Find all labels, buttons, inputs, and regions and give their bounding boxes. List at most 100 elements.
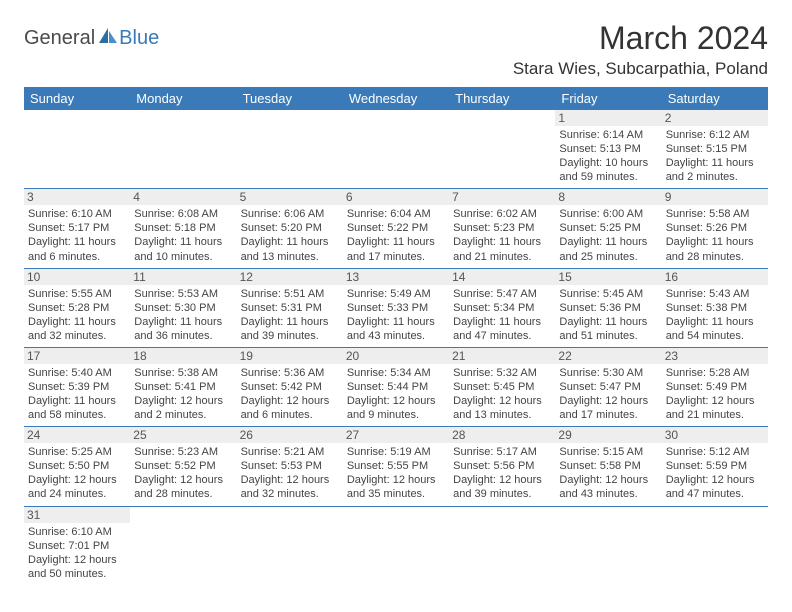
calendar-row: 10Sunrise: 5:55 AMSunset: 5:28 PMDayligh…: [24, 268, 768, 347]
day-number: 25: [130, 427, 236, 443]
calendar-cell: 26Sunrise: 5:21 AMSunset: 5:53 PMDayligh…: [237, 427, 343, 506]
day-detail: Sunrise: 5:21 AMSunset: 5:53 PMDaylight:…: [241, 445, 339, 501]
calendar-cell: 28Sunrise: 5:17 AMSunset: 5:56 PMDayligh…: [449, 427, 555, 506]
day-number: 11: [130, 269, 236, 285]
day-number: 3: [24, 189, 130, 205]
day-number: 14: [449, 269, 555, 285]
day-header: Wednesday: [343, 87, 449, 110]
calendar-cell: [24, 110, 130, 189]
calendar-cell: 10Sunrise: 5:55 AMSunset: 5:28 PMDayligh…: [24, 268, 130, 347]
day-detail: Sunrise: 5:15 AMSunset: 5:58 PMDaylight:…: [559, 445, 657, 501]
calendar-cell: [237, 506, 343, 585]
calendar-cell: 22Sunrise: 5:30 AMSunset: 5:47 PMDayligh…: [555, 347, 661, 426]
calendar-cell: 31 Sunrise: 6:10 AMSunset: 7:01 PMDayligh…: [24, 506, 130, 585]
logo-text-blue: Blue: [119, 27, 159, 50]
calendar-cell: 7Sunrise: 6:02 AMSunset: 5:23 PMDaylight…: [449, 189, 555, 268]
day-detail: Sunrise: 6:06 AMSunset: 5:20 PMDaylight:…: [241, 207, 339, 263]
calendar-cell: [662, 506, 768, 585]
day-detail: Sunrise: 5:34 AMSunset: 5:44 PMDaylight:…: [347, 366, 445, 422]
day-detail: Sunrise: 5:36 AMSunset: 5:42 PMDaylight:…: [241, 366, 339, 422]
day-detail: Sunrise: 6:10 AMSunset: 5:17 PMDaylight:…: [28, 207, 126, 263]
day-detail: Sunrise: 5:32 AMSunset: 5:45 PMDaylight:…: [453, 366, 551, 422]
calendar-cell: 3 Sunrise: 6:10 AMSunset: 5:17 PMDaylight…: [24, 189, 130, 268]
day-number: 15: [555, 269, 661, 285]
day-number: 17: [24, 348, 130, 364]
day-detail: Sunrise: 5:28 AMSunset: 5:49 PMDaylight:…: [666, 366, 764, 422]
calendar-cell: 12 Sunrise: 5:51 AMSunset: 5:31 PMDayligh…: [237, 268, 343, 347]
calendar-cell: 29Sunrise: 5:15 AMSunset: 5:58 PMDayligh…: [555, 427, 661, 506]
calendar-row: 17 Sunrise: 5:40 AMSunset: 5:39 PMDayligh…: [24, 347, 768, 426]
day-number: 18: [130, 348, 236, 364]
calendar-cell: 24Sunrise: 5:25 AMSunset: 5:50 PMDayligh…: [24, 427, 130, 506]
calendar-cell: 16 Sunrise: 5:43 AMSunset: 5:38 PMDayligh…: [662, 268, 768, 347]
day-detail: Sunrise: 5:19 AMSunset: 5:55 PMDaylight:…: [347, 445, 445, 501]
calendar-cell: 23 Sunrise: 5:28 AMSunset: 5:49 PMDayligh…: [662, 347, 768, 426]
header: General Blue March 2024 Stara Wies, Subc…: [24, 20, 768, 79]
day-detail: Sunrise: 5:30 AMSunset: 5:47 PMDaylight:…: [559, 366, 657, 422]
day-number: 19: [237, 348, 343, 364]
logo: General Blue: [24, 20, 159, 51]
day-header: Monday: [130, 87, 236, 110]
calendar-cell: 1Sunrise: 6:14 AMSunset: 5:13 PMDaylight…: [555, 110, 661, 189]
calendar-row: 24Sunrise: 5:25 AMSunset: 5:50 PMDayligh…: [24, 427, 768, 506]
day-number: 23: [662, 348, 768, 364]
day-detail: Sunrise: 6:12 AMSunset: 5:15 PMDaylight:…: [666, 128, 764, 184]
day-number: 9: [662, 189, 768, 205]
calendar-row: 1Sunrise: 6:14 AMSunset: 5:13 PMDaylight…: [24, 110, 768, 189]
calendar-cell: 15Sunrise: 5:45 AMSunset: 5:36 PMDayligh…: [555, 268, 661, 347]
calendar-cell: [130, 110, 236, 189]
day-detail: Sunrise: 5:53 AMSunset: 5:30 PMDaylight:…: [134, 287, 232, 343]
day-number: 30: [662, 427, 768, 443]
calendar-cell: 30 Sunrise: 5:12 AMSunset: 5:59 PMDayligh…: [662, 427, 768, 506]
calendar-cell: 17 Sunrise: 5:40 AMSunset: 5:39 PMDayligh…: [24, 347, 130, 426]
day-number: 13: [343, 269, 449, 285]
day-number: 4: [130, 189, 236, 205]
title-block: March 2024 Stara Wies, Subcarpathia, Pol…: [513, 20, 768, 79]
day-detail: Sunrise: 5:51 AMSunset: 5:31 PMDaylight:…: [241, 287, 339, 343]
calendar-cell: [343, 506, 449, 585]
day-number: 16: [662, 269, 768, 285]
day-detail: Sunrise: 5:40 AMSunset: 5:39 PMDaylight:…: [28, 366, 126, 422]
day-detail: Sunrise: 6:02 AMSunset: 5:23 PMDaylight:…: [453, 207, 551, 263]
day-number: 2: [662, 110, 768, 126]
calendar-cell: [343, 110, 449, 189]
sail-icon: [97, 26, 119, 51]
day-number: 24: [24, 427, 130, 443]
day-detail: Sunrise: 6:04 AMSunset: 5:22 PMDaylight:…: [347, 207, 445, 263]
day-number: 31: [24, 507, 130, 523]
calendar-cell: [130, 506, 236, 585]
day-number: 8: [555, 189, 661, 205]
day-number: 6: [343, 189, 449, 205]
calendar-row: 31 Sunrise: 6:10 AMSunset: 7:01 PMDayligh…: [24, 506, 768, 585]
day-detail: Sunrise: 5:43 AMSunset: 5:38 PMDaylight:…: [666, 287, 764, 343]
day-header: Saturday: [662, 87, 768, 110]
calendar-cell: 18Sunrise: 5:38 AMSunset: 5:41 PMDayligh…: [130, 347, 236, 426]
day-number: 1: [555, 110, 661, 126]
calendar-cell: 5Sunrise: 6:06 AMSunset: 5:20 PMDaylight…: [237, 189, 343, 268]
calendar-cell: 21 Sunrise: 5:32 AMSunset: 5:45 PMDayligh…: [449, 347, 555, 426]
day-number: 20: [343, 348, 449, 364]
calendar-cell: 11 Sunrise: 5:53 AMSunset: 5:30 PMDayligh…: [130, 268, 236, 347]
calendar-table: Sunday Monday Tuesday Wednesday Thursday…: [24, 87, 768, 585]
day-header-row: Sunday Monday Tuesday Wednesday Thursday…: [24, 87, 768, 110]
calendar-cell: [237, 110, 343, 189]
day-number: 10: [24, 269, 130, 285]
calendar-cell: 2 Sunrise: 6:12 AMSunset: 5:15 PMDaylight…: [662, 110, 768, 189]
location: Stara Wies, Subcarpathia, Poland: [513, 59, 768, 79]
calendar-cell: 9Sunrise: 5:58 AMSunset: 5:26 PMDaylight…: [662, 189, 768, 268]
day-detail: Sunrise: 6:10 AMSunset: 7:01 PMDaylight:…: [28, 525, 126, 581]
day-header: Friday: [555, 87, 661, 110]
day-detail: Sunrise: 5:49 AMSunset: 5:33 PMDaylight:…: [347, 287, 445, 343]
day-number: 27: [343, 427, 449, 443]
logo-text-general: General: [24, 27, 95, 50]
day-number: 21: [449, 348, 555, 364]
calendar-cell: 27 Sunrise: 5:19 AMSunset: 5:55 PMDayligh…: [343, 427, 449, 506]
calendar-cell: 19 Sunrise: 5:36 AMSunset: 5:42 PMDayligh…: [237, 347, 343, 426]
day-detail: Sunrise: 5:12 AMSunset: 5:59 PMDaylight:…: [666, 445, 764, 501]
day-detail: Sunrise: 5:17 AMSunset: 5:56 PMDaylight:…: [453, 445, 551, 501]
day-number: 12: [237, 269, 343, 285]
day-detail: Sunrise: 5:23 AMSunset: 5:52 PMDaylight:…: [134, 445, 232, 501]
calendar-cell: [555, 506, 661, 585]
day-detail: Sunrise: 6:00 AMSunset: 5:25 PMDaylight:…: [559, 207, 657, 263]
calendar-cell: 8 Sunrise: 6:00 AMSunset: 5:25 PMDaylight…: [555, 189, 661, 268]
